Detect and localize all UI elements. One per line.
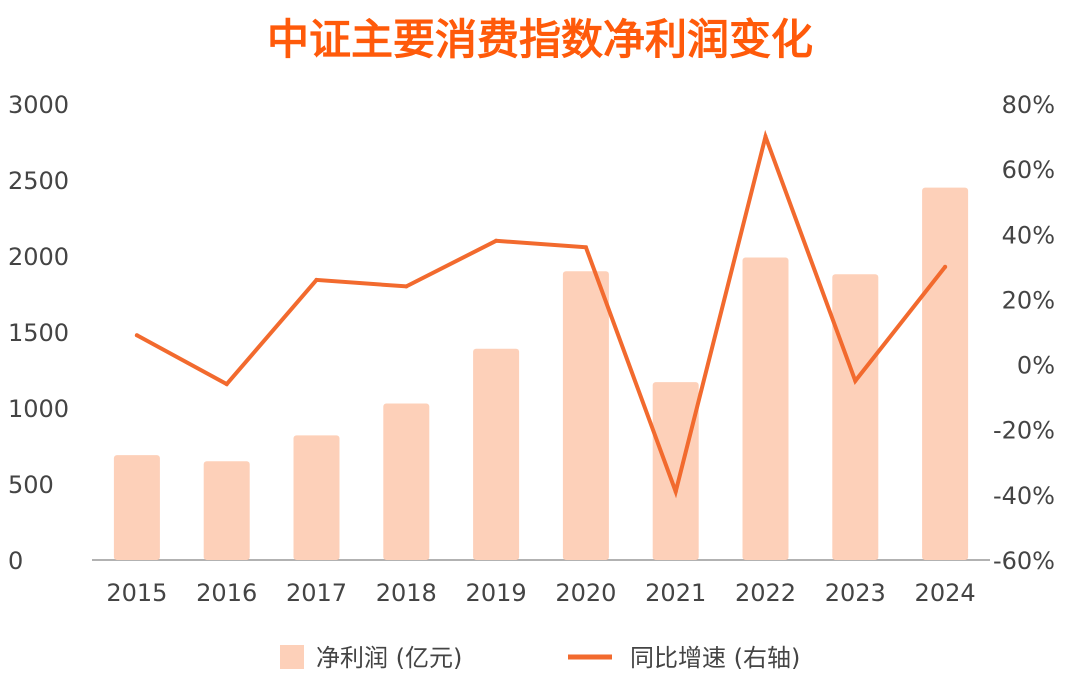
bar-2016	[203, 461, 250, 560]
bar-2021	[652, 382, 699, 560]
legend-line-label: 同比增速 (右轴)	[630, 644, 800, 672]
bar-2015	[113, 455, 160, 560]
line-point-2017	[314, 277, 319, 282]
bar-2023	[832, 274, 879, 560]
left-axis-tick-label: 1500	[8, 319, 69, 347]
x-axis-tick-label: 2024	[915, 579, 976, 607]
legend-bar-label: 净利润 (亿元)	[316, 644, 462, 672]
left-axis-ticks: 0 500 1000 1500 2000 2500 3000	[8, 91, 69, 575]
line-point-2018	[404, 284, 409, 289]
right-axis-tick-label: 80%	[1002, 91, 1055, 119]
left-axis-tick-label: 0	[8, 547, 23, 575]
x-axis-tick-label: 2023	[825, 579, 886, 607]
bar-2018	[383, 403, 430, 560]
x-axis-tick-label: 2017	[286, 579, 347, 607]
right-axis-tick-label: -60%	[993, 547, 1055, 575]
legend: 净利润 (亿元) 同比增速 (右轴)	[280, 644, 800, 672]
x-axis-tick-label: 2019	[466, 579, 527, 607]
right-axis-tick-label: -40%	[993, 482, 1055, 510]
x-axis-tick-label: 2018	[376, 579, 437, 607]
bar-2020	[562, 271, 609, 560]
bar-2019	[473, 348, 520, 560]
line-point-2015	[134, 333, 139, 338]
right-axis-tick-label: 60%	[1002, 156, 1055, 184]
chart-title: 中证主要消费指数净利润变化	[267, 15, 813, 64]
bar-2022	[742, 257, 789, 560]
right-axis-tick-label: 40%	[1002, 221, 1055, 249]
line-point-2021	[673, 489, 678, 494]
right-axis-tick-label: 20%	[1002, 286, 1055, 314]
left-axis-tick-label: 2000	[8, 243, 69, 271]
left-axis-tick-label: 1000	[8, 395, 69, 423]
right-axis-tick-label: -20%	[993, 417, 1055, 445]
bar-2017	[293, 435, 340, 560]
right-axis-tick-label: 0%	[1017, 352, 1055, 380]
left-axis-tick-label: 3000	[8, 91, 69, 119]
left-axis-tick-label: 2500	[8, 167, 69, 195]
line-series-group	[134, 129, 948, 499]
bar-2024	[922, 187, 969, 560]
line-point-2023	[853, 378, 858, 383]
line-point-2022	[763, 134, 768, 139]
legend-bar-swatch	[280, 645, 304, 669]
left-axis-tick-label: 500	[8, 471, 54, 499]
growth-rate-line	[134, 129, 948, 499]
x-axis-ticks: 2015 2016 2017 2018 2019 2020 2021 2022 2023 2024	[106, 579, 975, 607]
x-axis-tick-label: 2021	[645, 579, 706, 607]
right-axis-ticks: -60% -40% -20% 0% 20% 40% 60% 80%	[993, 91, 1055, 575]
x-axis-tick-label: 2020	[555, 579, 616, 607]
line-point-2016	[224, 382, 229, 387]
x-axis-tick-label: 2016	[196, 579, 257, 607]
x-axis-tick-label: 2022	[735, 579, 796, 607]
line-point-2019	[494, 238, 499, 243]
line-point-2020	[583, 245, 588, 250]
x-axis-tick-label: 2015	[106, 579, 167, 607]
line-point-2024	[943, 264, 948, 269]
